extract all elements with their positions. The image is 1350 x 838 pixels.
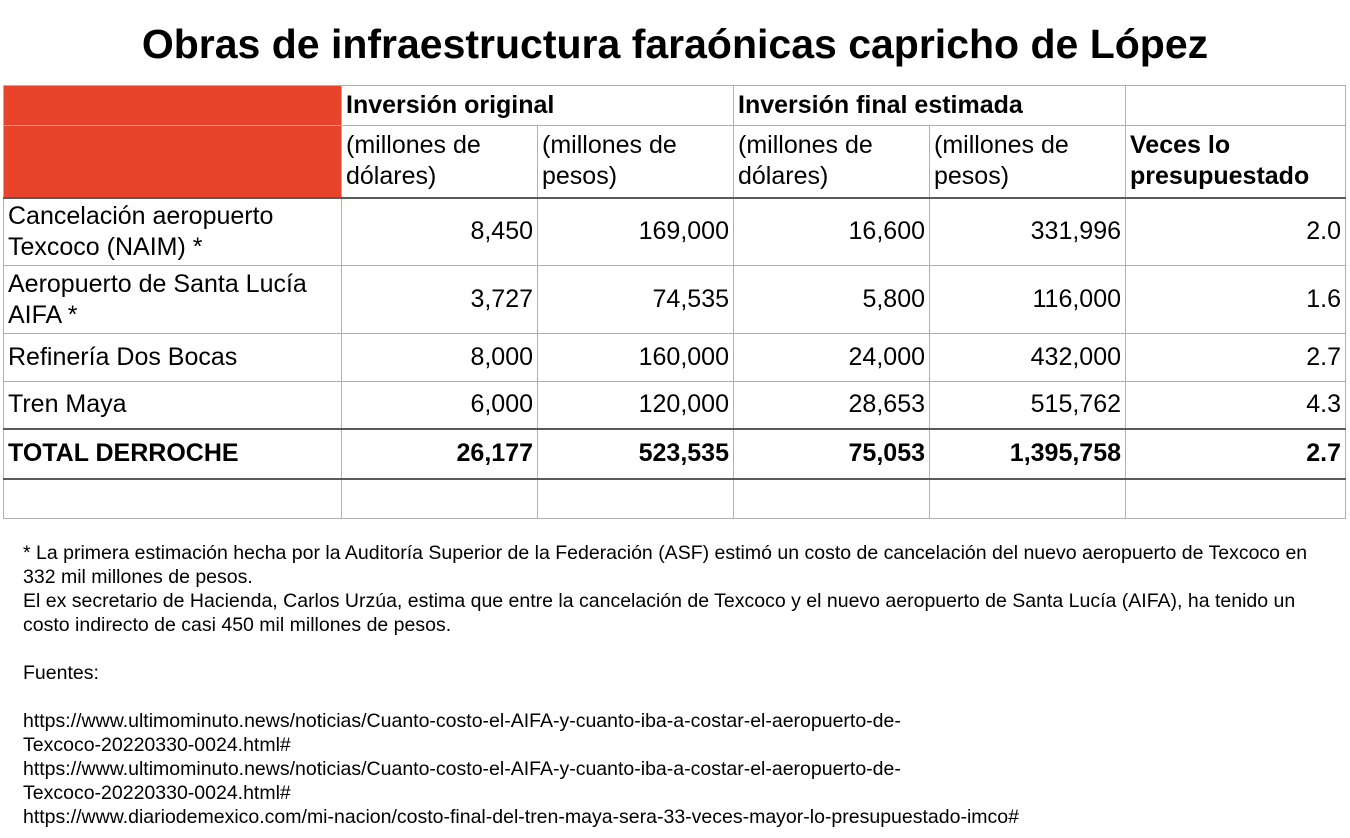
header-row-1: Inversión original Inversión final estim… — [3, 85, 1347, 126]
empty-cell — [928, 478, 1127, 519]
row-orig-usd: 6,000 — [341, 381, 538, 430]
empty-cell — [341, 478, 538, 519]
table-row: Aeropuerto de Santa Lucía AIFA * 3,727 7… — [3, 265, 1347, 334]
row-final-usd: 16,600 — [733, 197, 930, 266]
source-link: https://www.ultimominuto.news/noticias/C… — [23, 710, 901, 756]
header-corner-cell — [3, 85, 342, 126]
header-final-mxn: (millones de pesos) — [928, 125, 1127, 199]
empty-cell — [1125, 478, 1347, 519]
row-orig-mxn: 74,535 — [537, 265, 734, 334]
row-final-mxn: 116,000 — [928, 265, 1127, 334]
empty-cell — [537, 478, 734, 519]
row-final-usd: 24,000 — [733, 333, 930, 382]
header-inversion-final: Inversión final estimada — [732, 85, 1127, 126]
row-orig-usd: 3,727 — [341, 265, 538, 334]
row-name: Refinería Dos Bocas — [3, 333, 342, 382]
table-row: Tren Maya 6,000 120,000 28,653 515,762 4… — [3, 381, 1347, 430]
row-orig-usd: 8,000 — [341, 333, 538, 382]
table-row: Refinería Dos Bocas 8,000 160,000 24,000… — [3, 333, 1347, 382]
total-row: TOTAL DERROCHE 26,177 523,535 75,053 1,3… — [3, 428, 1347, 480]
infrastructure-table: Inversión original Inversión final estim… — [3, 85, 1347, 519]
row-orig-mxn: 120,000 — [537, 381, 734, 430]
total-orig-mxn: 523,535 — [537, 428, 734, 480]
total-final-mxn: 1,395,758 — [928, 428, 1127, 480]
total-orig-usd: 26,177 — [341, 428, 538, 480]
empty-row — [3, 478, 1347, 519]
row-orig-mxn: 169,000 — [537, 197, 734, 266]
page-title: Obras de infraestructura faraónicas capr… — [141, 21, 1209, 67]
row-final-mxn: 331,996 — [928, 197, 1127, 266]
table-row: Cancelación aeropuerto Texcoco (NAIM) * … — [3, 197, 1347, 266]
row-final-mxn: 515,762 — [928, 381, 1127, 430]
total-final-usd: 75,053 — [733, 428, 930, 480]
row-name: Tren Maya — [3, 381, 342, 430]
row-final-mxn: 432,000 — [928, 333, 1127, 382]
header-final-usd: (millones de dólares) — [733, 125, 930, 199]
total-veces: 2.7 — [1125, 428, 1347, 480]
source-link: https://www.diariodemexico.com/mi-nacion… — [23, 806, 1019, 828]
header-inversion-original: Inversión original — [341, 85, 734, 126]
footnotes: * La primera estimación hecha por la Aud… — [23, 541, 1343, 829]
empty-cell — [3, 478, 342, 519]
header-empty-cell — [1125, 85, 1347, 126]
header-orig-usd: (millones de dólares) — [341, 125, 538, 199]
asf-note: * La primera estimación hecha por la Aud… — [23, 542, 1308, 588]
header-veces: Veces lo presupuestado — [1125, 125, 1347, 199]
sources-label: Fuentes: — [23, 662, 99, 684]
total-name: TOTAL DERROCHE — [3, 428, 342, 480]
row-orig-usd: 8,450 — [341, 197, 538, 266]
header-orig-mxn: (millones de pesos) — [537, 125, 734, 199]
source-link: https://www.ultimominuto.news/noticias/C… — [23, 758, 901, 804]
row-veces: 2.0 — [1125, 197, 1347, 266]
header-row-2: (millones de dólares) (millones de pesos… — [3, 125, 1347, 199]
header-corner-cell-2 — [3, 125, 342, 199]
empty-cell — [733, 478, 930, 519]
row-veces: 2.7 — [1125, 333, 1347, 382]
row-name: Aeropuerto de Santa Lucía AIFA * — [3, 265, 342, 334]
row-final-usd: 5,800 — [733, 265, 930, 334]
row-final-usd: 28,653 — [733, 381, 930, 430]
row-name: Cancelación aeropuerto Texcoco (NAIM) * — [3, 197, 342, 266]
row-orig-mxn: 160,000 — [537, 333, 734, 382]
row-veces: 1.6 — [1125, 265, 1347, 334]
row-veces: 4.3 — [1125, 381, 1347, 430]
urzua-note: El ex secretario de Hacienda, Carlos Urz… — [23, 590, 1296, 636]
